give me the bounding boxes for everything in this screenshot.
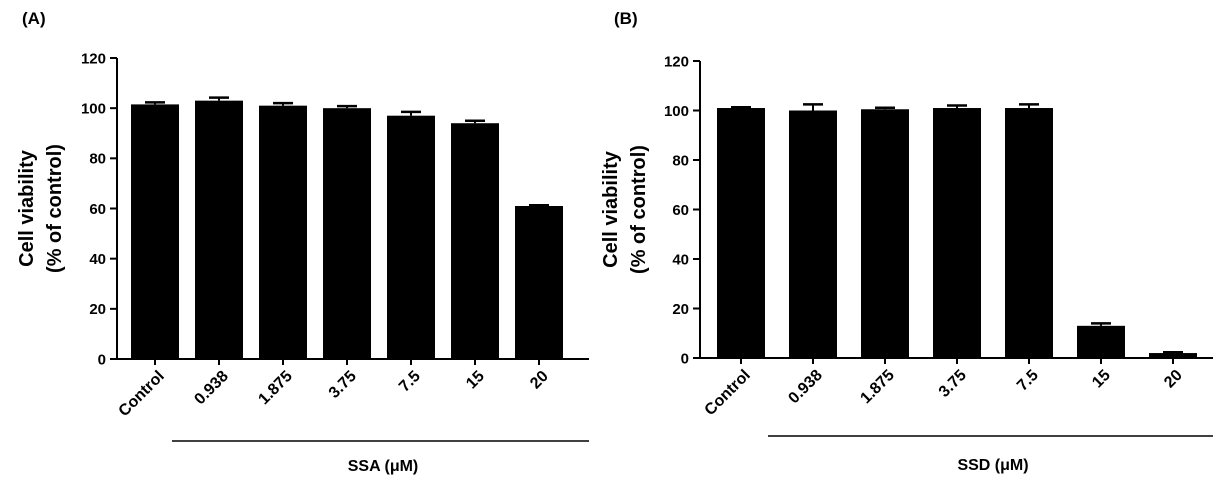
bar <box>1005 108 1053 359</box>
x-tick-label: 20 <box>1161 367 1186 392</box>
y-axis-label: (% of control) <box>44 144 66 273</box>
x-tick-label: 3.75 <box>936 367 970 401</box>
y-tick-label: 60 <box>672 202 689 219</box>
y-tick-label: 100 <box>81 100 106 117</box>
y-tick-label: 0 <box>681 350 689 367</box>
x-tick-label: 7.5 <box>396 368 424 396</box>
x-tick-label: 0.938 <box>191 368 231 408</box>
bar <box>933 108 981 359</box>
y-tick-label: 100 <box>664 103 689 120</box>
bar <box>387 115 435 359</box>
panel-label: (A) <box>22 9 46 28</box>
panel-b: (B) Cell viability (% of control) 0 20 40 60 80… <box>600 9 1213 474</box>
y-tick-label: 80 <box>89 151 106 168</box>
y-tick-label: 60 <box>89 201 106 218</box>
x-axis-label: SSD (μM) <box>957 457 1028 474</box>
x-tick-label: 1.875 <box>857 367 897 407</box>
bar <box>789 110 837 358</box>
panel-label: (B) <box>614 9 638 28</box>
x-tick-label: 20 <box>527 368 552 393</box>
panel-a: (A) Cell viability (% of control) 0 20 40 60 80… <box>16 9 589 475</box>
bar <box>717 108 765 359</box>
y-tick-label: 0 <box>98 351 106 368</box>
bar <box>259 105 307 360</box>
y-tick-label: 120 <box>664 53 689 70</box>
bar <box>1077 325 1125 358</box>
y-tick-label: 120 <box>81 50 106 67</box>
bar <box>1149 353 1197 358</box>
y-tick-label: 80 <box>672 152 689 169</box>
x-tick-label: 7.5 <box>1014 367 1042 395</box>
y-tick-label: 40 <box>89 251 106 268</box>
bar <box>195 100 243 360</box>
x-tick-label: Control <box>116 368 168 420</box>
x-tick-label: 3.75 <box>326 368 360 402</box>
x-tick-label: 15 <box>1089 367 1114 392</box>
y-axis-label: (% of control) <box>628 145 650 274</box>
bar <box>515 205 563 359</box>
bar <box>131 104 179 359</box>
y-tick-label: 40 <box>672 251 689 268</box>
y-axis-label: Cell viability <box>600 150 622 268</box>
x-tick-label: 15 <box>463 368 488 393</box>
bar <box>323 108 371 360</box>
bar <box>861 109 909 358</box>
x-tick-label: 0.938 <box>785 367 825 407</box>
x-tick-label: 1.875 <box>255 368 295 408</box>
x-tick-label: Control <box>702 367 754 419</box>
bar <box>451 123 499 359</box>
x-axis-label: SSA (μM) <box>348 458 419 475</box>
y-tick-label: 20 <box>672 301 689 318</box>
y-axis-label: Cell viability <box>16 149 38 267</box>
y-tick-label: 20 <box>89 301 106 318</box>
